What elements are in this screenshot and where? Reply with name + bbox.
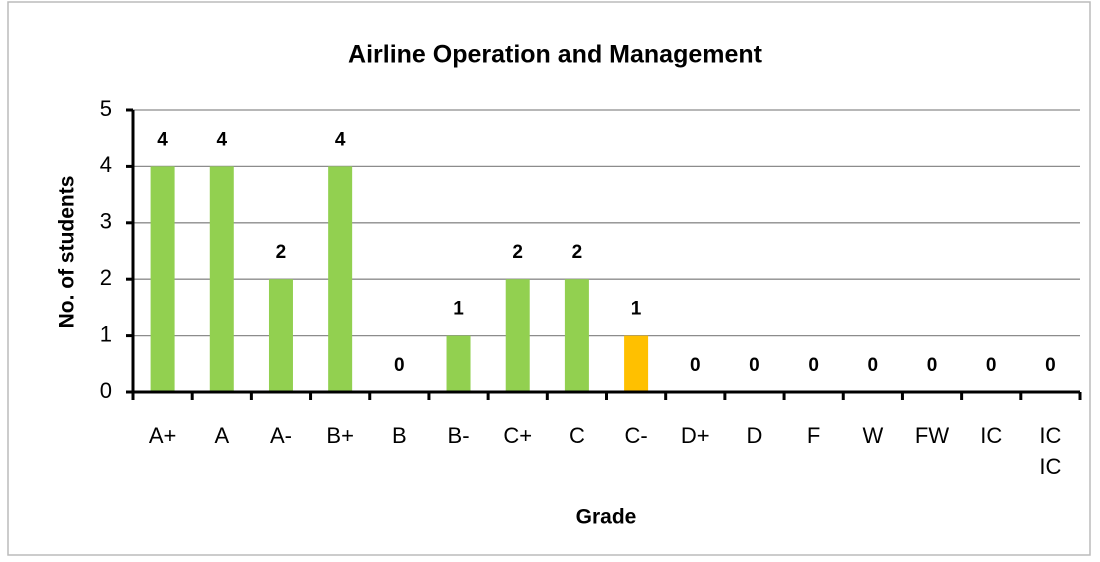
data-label: 0 [1045,355,1056,376]
x-tick-label: C- [624,423,647,448]
x-tick-label: B+ [326,423,354,448]
y-tick-label: 5 [100,96,112,121]
x-tick-label: A+ [149,423,177,448]
chart-border [7,1,1091,556]
data-label: 0 [927,355,938,376]
data-label: 0 [749,355,760,376]
data-label: 2 [572,242,583,263]
x-tick-label: B [392,423,407,448]
x-tick-label: FW [915,423,949,448]
data-label: 2 [276,242,287,263]
y-tick-label: 1 [100,321,112,346]
x-axis-title: Grade [576,506,637,529]
data-label: 1 [631,299,642,320]
bar [150,166,175,392]
x-tick-label: F [807,423,820,448]
bar [328,166,353,392]
data-label: 4 [335,129,346,150]
bar [268,279,293,392]
y-tick-label: 3 [100,209,112,234]
x-tick-label: IC [980,423,1002,448]
bar [624,335,649,392]
bar [564,279,589,392]
x-tick-label: C+ [503,423,532,448]
data-label: 4 [216,129,227,150]
data-label: 0 [394,355,405,376]
x-tick-label: A- [270,423,292,448]
data-label: 0 [986,355,997,376]
bar [446,335,471,392]
x-tick-label: D+ [681,423,710,448]
x-tick-label: W [862,423,883,448]
bar [505,279,530,392]
y-tick-label: 2 [100,265,112,290]
data-label: 2 [512,242,523,263]
data-label: 1 [453,299,464,320]
x-tick-label: D [747,423,763,448]
data-label: 0 [868,355,879,376]
x-tick-label: C [569,423,585,448]
data-label: 0 [690,355,701,376]
x-tick-label: B- [448,423,470,448]
data-label: 4 [157,129,168,150]
y-tick-label: 0 [100,378,112,403]
y-axis-title: No. of students [56,176,79,329]
y-tick-label: 4 [100,152,112,177]
chart-title: Airline Operation and Management [348,41,763,69]
bar [209,166,234,392]
data-label: 0 [808,355,819,376]
x-tick-label: A [214,423,229,448]
x-tick-label: IC IC [1039,423,1061,479]
